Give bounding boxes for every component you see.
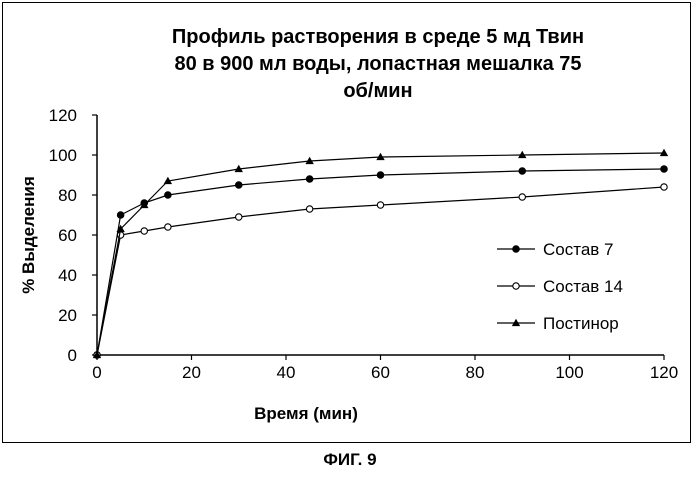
x-tick-label: 60 <box>371 363 390 382</box>
data-point <box>306 176 313 183</box>
x-tick-label: 20 <box>182 363 201 382</box>
data-point <box>165 192 172 199</box>
data-point <box>519 168 526 175</box>
data-point <box>519 194 525 200</box>
data-point <box>377 172 384 179</box>
legend-label: Постинор <box>543 314 619 333</box>
y-tick-label: 20 <box>58 306 77 325</box>
x-tick-label: 40 <box>277 363 296 382</box>
legend-item-3: Постинор <box>497 314 619 333</box>
x-tick-label: 0 <box>92 363 101 382</box>
legend-marker <box>513 283 519 289</box>
data-point <box>306 206 312 212</box>
data-point <box>661 184 667 190</box>
legend-item-1: Состав 7 <box>497 240 614 259</box>
data-point <box>236 214 242 220</box>
legend-label: Состав 14 <box>543 277 623 296</box>
x-tick-label: 120 <box>650 363 678 382</box>
data-point <box>661 166 668 173</box>
figure-label: ФИГ. 9 <box>0 450 700 470</box>
x-tick-label: 100 <box>555 363 583 382</box>
legend: Состав 7 Состав 14 Постинор <box>497 240 623 333</box>
data-point <box>141 228 147 234</box>
data-point <box>117 212 124 219</box>
legend-label: Состав 7 <box>543 240 614 259</box>
chart-title-line-3: об/мин <box>343 80 412 102</box>
data-point <box>165 224 171 230</box>
data-point <box>235 182 242 189</box>
chart-title: Профиль растворения в среде 5 мд Твин 80… <box>172 26 584 102</box>
legend-item-2: Состав 14 <box>497 277 623 296</box>
y-tick-label: 120 <box>49 106 77 125</box>
data-point <box>117 232 123 238</box>
chart-title-line-2: 80 в 900 мл воды, лопастная мешалка 75 <box>174 53 581 75</box>
y-tick-label: 40 <box>58 266 77 285</box>
data-point <box>377 202 383 208</box>
x-axis-label: Время (мин) <box>254 404 358 423</box>
y-axis-label: % Выделения <box>19 176 38 294</box>
y-tick-label: 0 <box>68 346 77 365</box>
chart-title-line-1: Профиль растворения в среде 5 мд Твин <box>172 26 584 48</box>
legend-marker <box>513 246 520 253</box>
y-tick-label: 80 <box>58 186 77 205</box>
y-tick-label: 100 <box>49 146 77 165</box>
x-tick-label: 80 <box>466 363 485 382</box>
y-tick-label: 60 <box>58 226 77 245</box>
